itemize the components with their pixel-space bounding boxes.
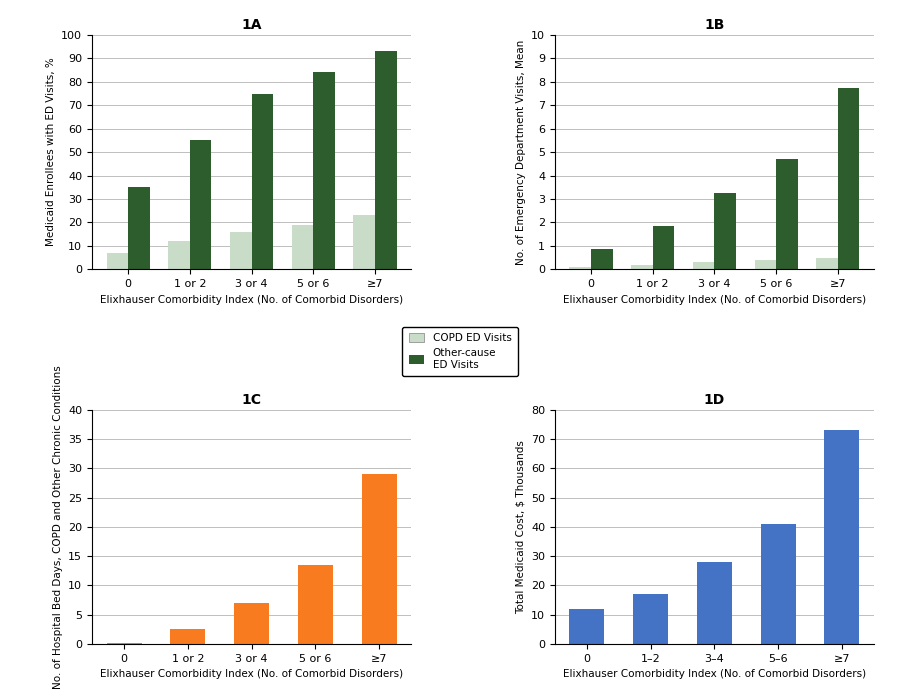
Bar xyxy=(692,262,714,270)
Bar xyxy=(170,629,205,644)
Title: 1D: 1D xyxy=(703,393,724,407)
Bar xyxy=(569,609,604,644)
Bar xyxy=(630,265,652,270)
Bar xyxy=(353,216,375,270)
Y-axis label: No. of Emergency Department Visits, Mean: No. of Emergency Department Visits, Mean xyxy=(515,39,525,265)
Title: 1C: 1C xyxy=(242,393,261,407)
X-axis label: Elixhauser Comorbidity Index (No. of Comorbid Disorders): Elixhauser Comorbidity Index (No. of Com… xyxy=(100,669,403,679)
Bar xyxy=(128,187,150,270)
Bar xyxy=(298,565,333,644)
Y-axis label: Total Medicaid Cost, $ Thousands: Total Medicaid Cost, $ Thousands xyxy=(515,440,525,614)
Bar xyxy=(632,594,667,644)
Title: 1B: 1B xyxy=(703,18,724,32)
X-axis label: Elixhauser Comorbidity Index (No. of Comorbid Disorders): Elixhauser Comorbidity Index (No. of Com… xyxy=(100,295,403,304)
Bar xyxy=(230,232,251,270)
Legend: COPD ED Visits, Other-cause
ED Visits: COPD ED Visits, Other-cause ED Visits xyxy=(402,327,517,377)
Y-axis label: Medicaid Enrollees with ED Visits, %: Medicaid Enrollees with ED Visits, % xyxy=(46,57,56,246)
Bar xyxy=(313,73,335,270)
Bar xyxy=(168,241,189,270)
Bar xyxy=(823,430,858,644)
Bar xyxy=(696,562,732,644)
Bar xyxy=(776,159,797,270)
Bar xyxy=(291,225,313,270)
Bar xyxy=(233,603,269,644)
Bar xyxy=(375,51,396,270)
Bar xyxy=(652,226,674,270)
Title: 1A: 1A xyxy=(241,18,262,32)
Y-axis label: No. of Hospital Bed Days, COPD and Other Chronic Conditions: No. of Hospital Bed Days, COPD and Other… xyxy=(52,365,62,689)
Bar xyxy=(361,474,396,644)
Bar xyxy=(590,249,612,270)
Bar xyxy=(754,260,776,270)
Bar xyxy=(569,267,590,270)
Bar xyxy=(714,193,735,270)
Bar xyxy=(760,524,795,644)
Bar xyxy=(815,258,837,270)
X-axis label: Elixhauser Comorbidity Index (No. of Comorbid Disorders): Elixhauser Comorbidity Index (No. of Com… xyxy=(562,669,865,679)
Bar xyxy=(837,88,858,270)
Bar xyxy=(189,141,211,270)
Bar xyxy=(107,643,142,644)
Bar xyxy=(251,94,273,270)
Bar xyxy=(107,253,128,270)
X-axis label: Elixhauser Comorbidity Index (No. of Comorbid Disorders): Elixhauser Comorbidity Index (No. of Com… xyxy=(562,295,865,304)
